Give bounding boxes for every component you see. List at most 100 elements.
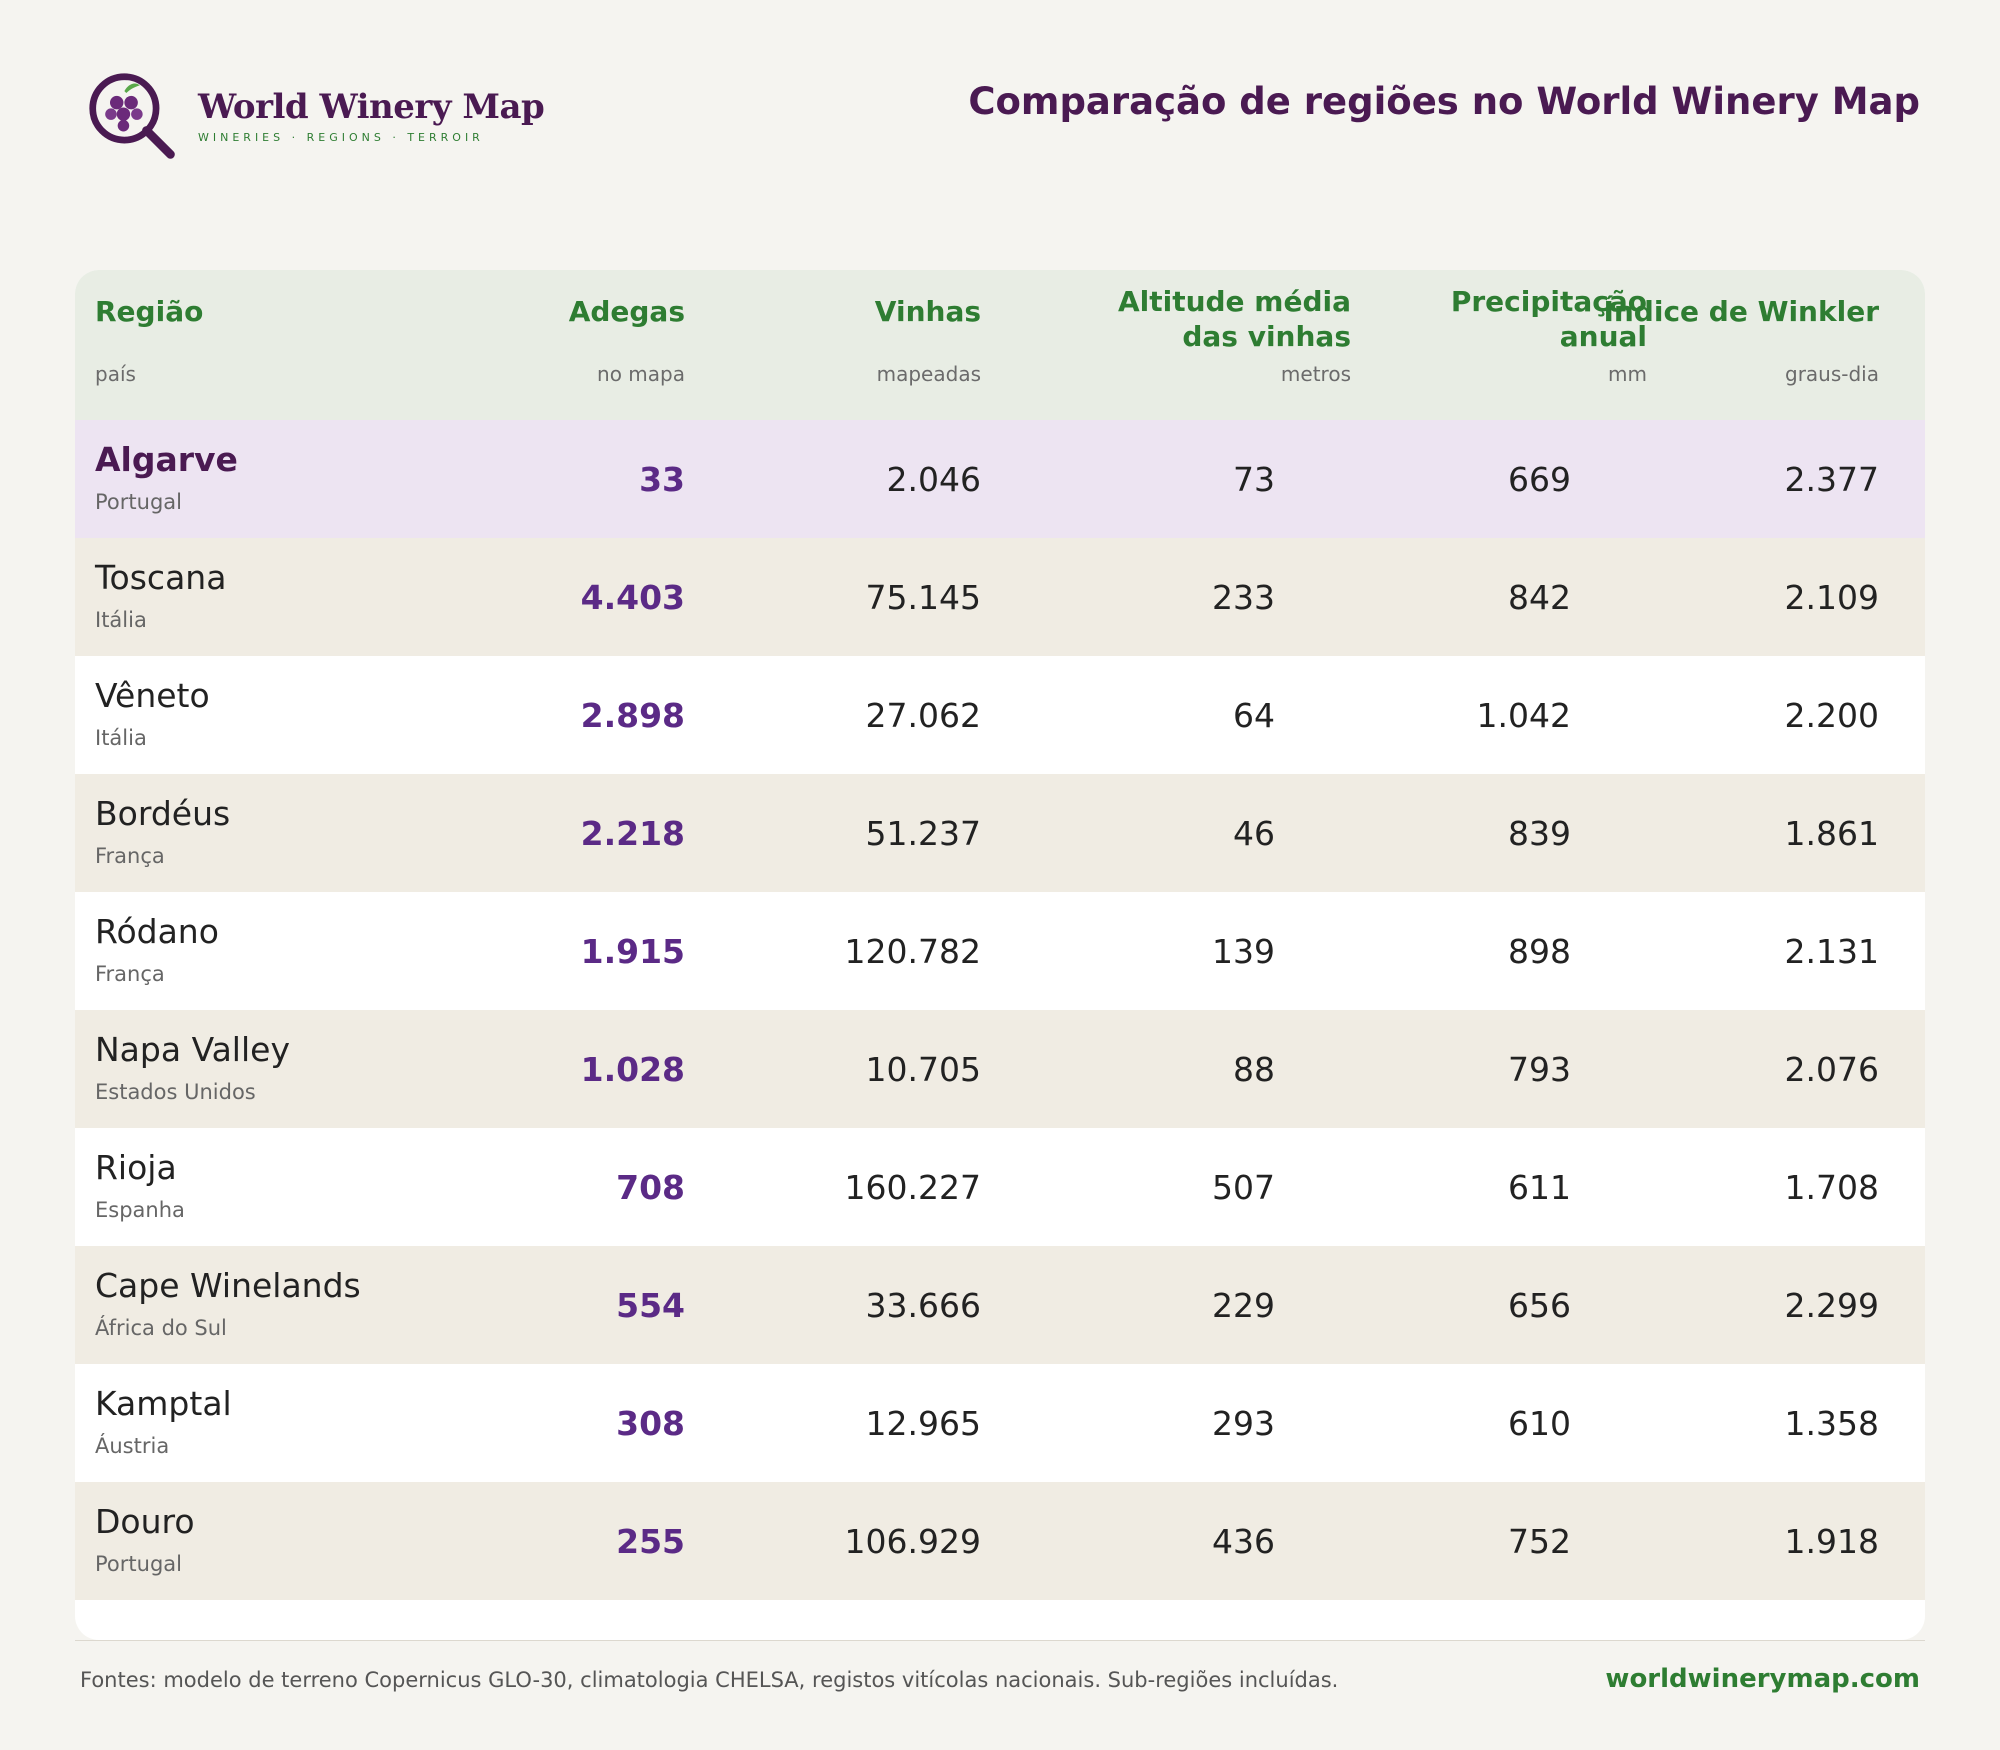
table-row[interactable]: Toscana Itália 4.403 75.145 233 842 2.10… [75,538,1925,656]
table-row[interactable]: Cape Winelands África do Sul 554 33.666 … [75,1246,1925,1364]
altitude-value: 229 [1212,1286,1275,1325]
precipitation-value: 611 [1508,1168,1571,1207]
winkler-value: 2.109 [1784,578,1879,617]
region-name: Ródano [95,912,219,951]
table-row[interactable]: Ródano França 1.915 120.782 139 898 2.13… [75,892,1925,1010]
region-name: Cape Winelands [95,1266,361,1305]
precipitation-value: 793 [1508,1050,1571,1089]
column-header-precipitation-line2: anual [1559,320,1647,353]
wineries-count: 2.218 [580,814,685,853]
precipitation-value: 842 [1508,578,1571,617]
winkler-value: 2.131 [1784,932,1879,971]
winkler-value: 2.299 [1784,1286,1879,1325]
precipitation-value: 752 [1508,1522,1571,1561]
column-header-wineries[interactable]: Adegas [568,295,685,328]
page-header: World Winery Map WINERIES · REGIONS · TE… [0,0,2000,200]
region-name: Napa Valley [95,1030,290,1069]
brand-tagline: WINERIES · REGIONS · TERROIR [198,130,484,144]
region-name: Rioja [95,1148,177,1187]
brand-text: World Winery Map WINERIES · REGIONS · TE… [198,86,545,144]
region-country: Áustria [95,1434,170,1458]
site-link[interactable]: worldwinerymap.com [1605,1664,1920,1694]
column-unit-altitude: metros [1280,362,1351,386]
winkler-value: 1.918 [1784,1522,1879,1561]
vineyards-count: 33.666 [865,1286,981,1325]
precipitation-value: 656 [1508,1286,1571,1325]
precipitation-value: 669 [1508,460,1571,499]
brand-name: World Winery Map [198,86,545,127]
vineyards-count: 106.929 [844,1522,981,1561]
region-country: França [95,962,165,986]
comparison-table: Região país Adegas no mapa Vinhas mapead… [75,270,1925,1640]
region-name: Douro [95,1502,195,1541]
vineyards-count: 160.227 [844,1168,981,1207]
column-unit-winkler: graus-dia [1785,362,1879,386]
altitude-value: 436 [1212,1522,1275,1561]
column-unit-precipitation: mm [1608,362,1647,386]
winkler-value: 2.200 [1784,696,1879,735]
altitude-value: 233 [1212,578,1275,617]
region-country: Estados Unidos [95,1080,256,1104]
winkler-value: 2.377 [1784,460,1879,499]
region-name: Vêneto [95,676,210,715]
wineries-count: 255 [616,1522,685,1561]
table-row[interactable]: Napa Valley Estados Unidos 1.028 10.705 … [75,1010,1925,1128]
region-name: Toscana [95,558,227,597]
precipitation-value: 839 [1508,814,1571,853]
wineries-count: 708 [616,1168,685,1207]
wineries-count: 4.403 [580,578,685,617]
table-row[interactable]: Vêneto Itália 2.898 27.062 64 1.042 2.20… [75,656,1925,774]
sources-note: Fontes: modelo de terreno Copernicus GLO… [80,1668,1339,1692]
altitude-value: 293 [1212,1404,1275,1443]
column-header-altitude-line2: das vinhas [1182,320,1351,353]
column-header-altitude[interactable]: Altitude média das vinhas [1118,284,1351,354]
altitude-value: 507 [1212,1168,1275,1207]
table-row[interactable]: Douro Portugal 255 106.929 436 752 1.918 [75,1482,1925,1600]
vineyards-count: 51.237 [865,814,981,853]
region-country: Espanha [95,1198,185,1222]
region-country: África do Sul [95,1316,227,1340]
vineyards-count: 10.705 [865,1050,981,1089]
page-title: Comparação de regiões no World Winery Ma… [968,80,1920,123]
altitude-value: 64 [1233,696,1275,735]
column-header-winkler[interactable]: Índice de Winkler [1603,295,1879,328]
column-unit-vineyards: mapeadas [876,362,981,386]
column-header-precipitation[interactable]: Precipitação anual [1451,284,1647,354]
precipitation-value: 610 [1508,1404,1571,1443]
wineries-count: 1.915 [580,932,685,971]
column-header-altitude-line1: Altitude média [1117,285,1351,318]
region-name: Algarve [95,440,238,479]
table-row[interactable]: Bordéus França 2.218 51.237 46 839 1.861 [75,774,1925,892]
vineyards-count: 2.046 [886,460,981,499]
winkler-value: 1.358 [1784,1404,1879,1443]
column-header-vineyards[interactable]: Vinhas [874,295,981,328]
wineries-count: 2.898 [580,696,685,735]
altitude-value: 46 [1233,814,1275,853]
footer-divider [75,1640,1925,1641]
table-row[interactable]: Kamptal Áustria 308 12.965 293 610 1.358 [75,1364,1925,1482]
table-row[interactable]: Rioja Espanha 708 160.227 507 611 1.708 [75,1128,1925,1246]
wineries-count: 554 [616,1286,685,1325]
region-country: Portugal [95,1552,182,1576]
region-country: Itália [95,726,147,750]
altitude-value: 73 [1233,460,1275,499]
vineyards-count: 27.062 [865,696,981,735]
column-header-precipitation-line1: Precipitação [1450,285,1647,318]
region-country: Itália [95,608,147,632]
altitude-value: 88 [1233,1050,1275,1089]
brand-logo[interactable]: World Winery Map WINERIES · REGIONS · TE… [86,70,545,166]
altitude-value: 139 [1212,932,1275,971]
region-name: Kamptal [95,1384,232,1423]
table-header: Região país Adegas no mapa Vinhas mapead… [75,270,1925,420]
grape-magnifier-icon [89,73,175,159]
table-row-highlighted[interactable]: Algarve Portugal 33 2.046 73 669 2.377 [75,420,1925,538]
column-unit-region: país [95,362,136,386]
column-header-region[interactable]: Região [95,295,204,328]
column-unit-wineries: no mapa [597,362,685,386]
region-country: Portugal [95,490,182,514]
vineyards-count: 120.782 [844,932,981,971]
wineries-count: 308 [616,1404,685,1443]
winkler-value: 1.708 [1784,1168,1879,1207]
vineyards-count: 12.965 [865,1404,981,1443]
region-name: Bordéus [95,794,231,833]
